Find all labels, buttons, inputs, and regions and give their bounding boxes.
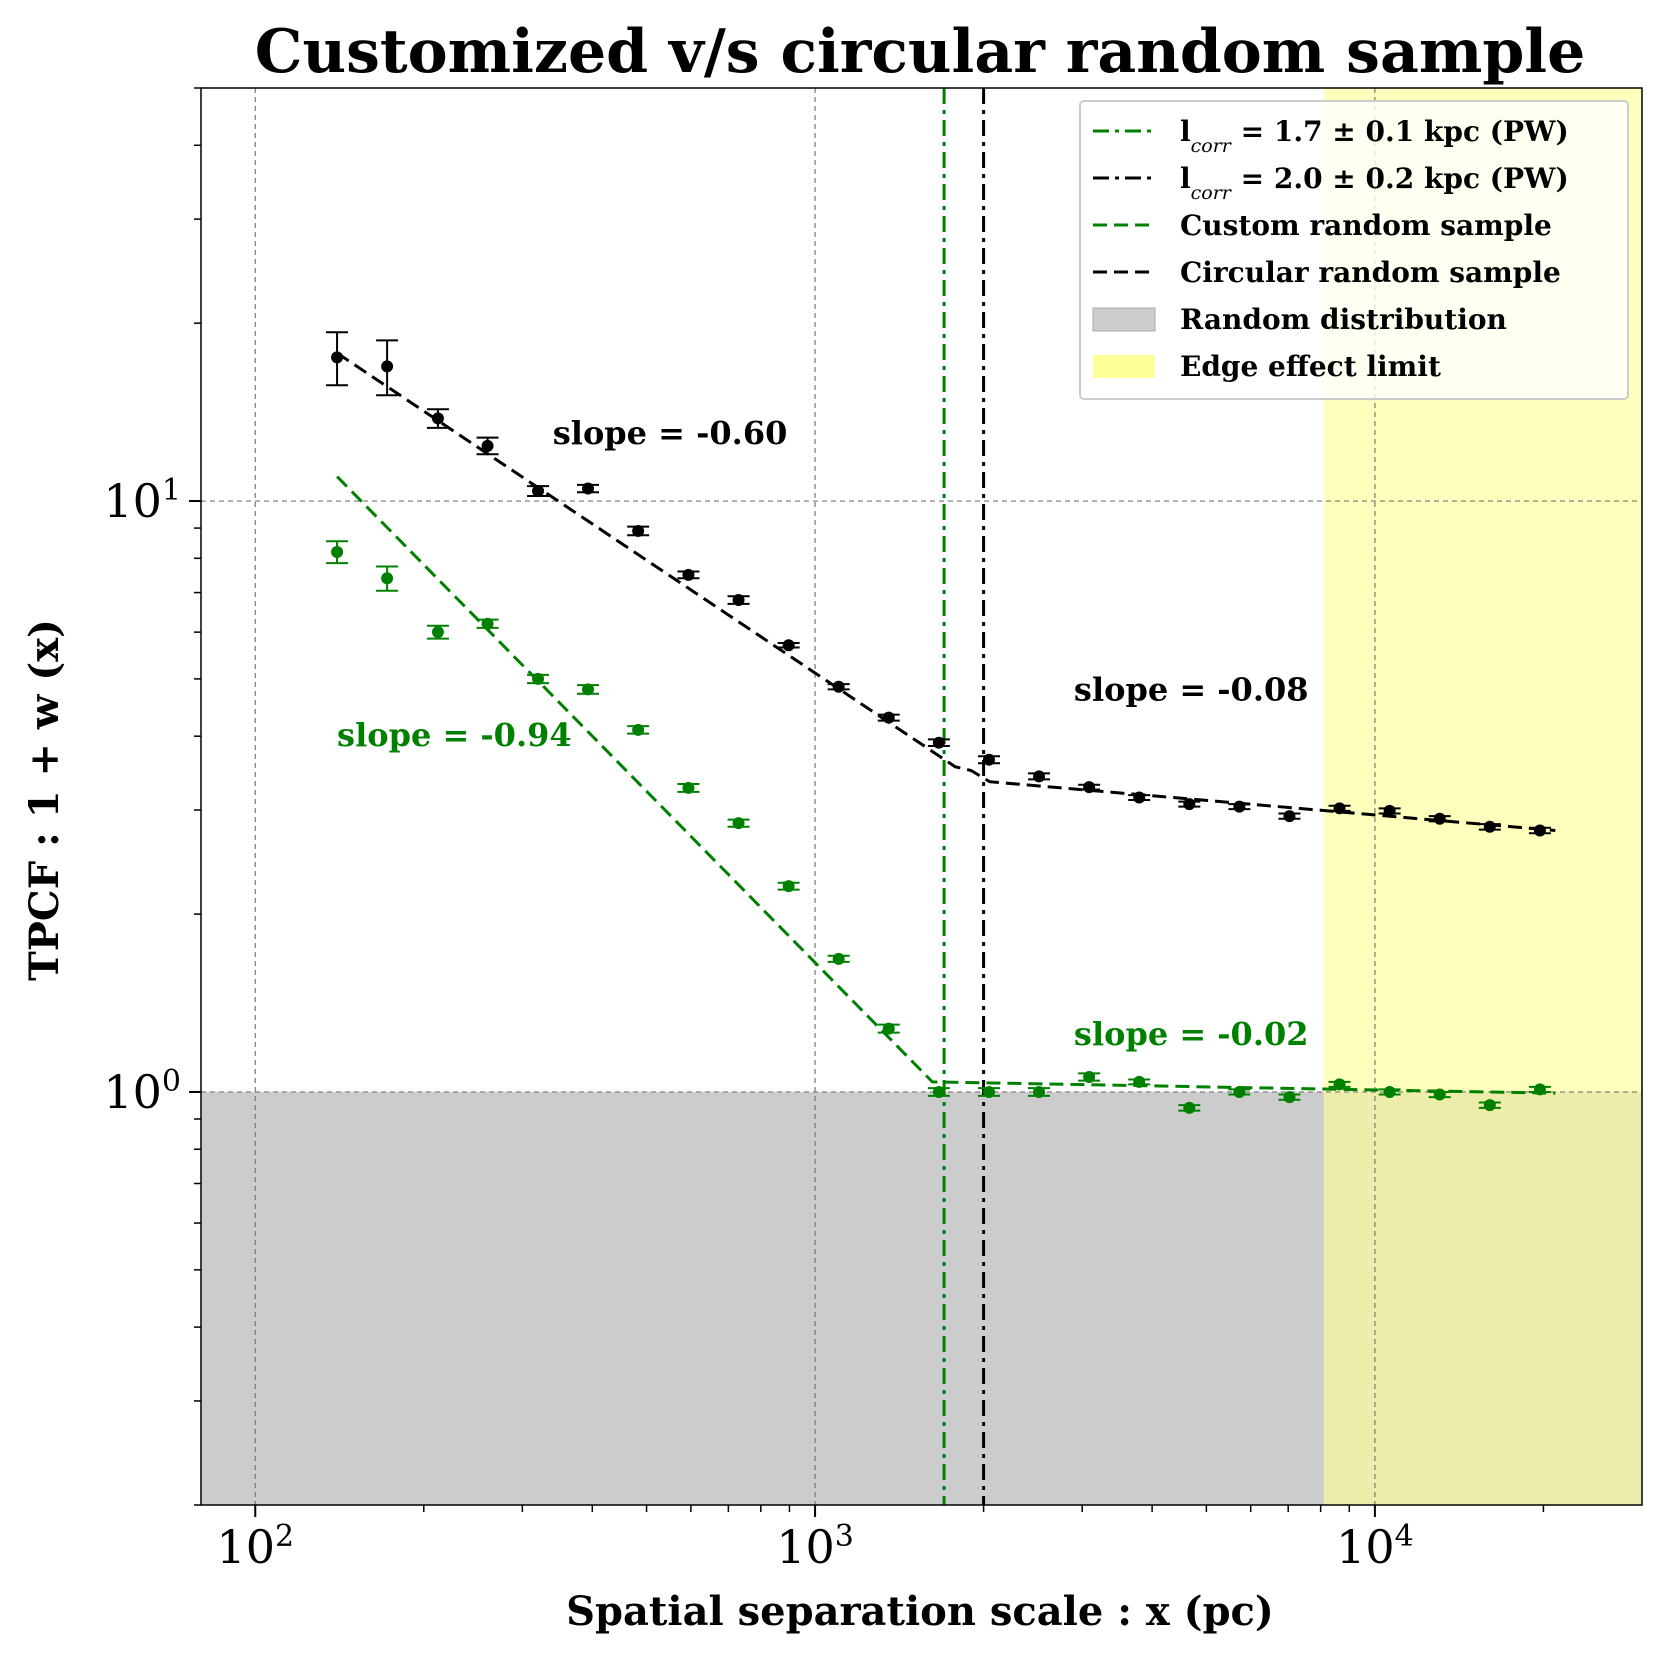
circular-data-point bbox=[1183, 798, 1196, 811]
circular-data-point bbox=[782, 639, 795, 652]
custom-data-point bbox=[732, 817, 745, 830]
custom-data-point bbox=[1133, 1075, 1146, 1088]
circular-data-point bbox=[1083, 781, 1096, 794]
plot-frame bbox=[200, 87, 1643, 1506]
custom-data-point bbox=[682, 781, 695, 794]
circular-data-point bbox=[1433, 812, 1446, 825]
legend-label: Circular random sample bbox=[1180, 256, 1561, 289]
circular-data-point bbox=[381, 360, 394, 373]
x-tick-label: 102 bbox=[216, 1519, 294, 1575]
y-tick-label: 100 bbox=[103, 1063, 181, 1119]
circular-data-point bbox=[1383, 804, 1396, 817]
circular-data-point bbox=[1333, 802, 1346, 815]
custom-data-point bbox=[1533, 1083, 1546, 1096]
custom-data-point bbox=[1033, 1085, 1046, 1098]
legend-label-rest: = 1.7 ± 0.1 kpc (PW) bbox=[1231, 115, 1569, 148]
legend-label: Random distribution bbox=[1180, 303, 1507, 336]
legend-swatch bbox=[1092, 307, 1156, 332]
y-tick-exponent: 0 bbox=[162, 1063, 181, 1098]
x-tick-label: 104 bbox=[1336, 1519, 1414, 1575]
custom-data-point bbox=[1283, 1091, 1296, 1104]
x-tick-label: 103 bbox=[776, 1519, 854, 1575]
legend-box bbox=[1079, 100, 1629, 400]
circular-data-point bbox=[632, 524, 645, 537]
custom-data-point bbox=[782, 880, 795, 893]
custom-data-point bbox=[1333, 1078, 1346, 1091]
legend-subscript: corr bbox=[1191, 135, 1233, 157]
circular-data-point bbox=[732, 594, 745, 607]
circular-data-point bbox=[1483, 820, 1496, 833]
custom-data-point bbox=[1183, 1101, 1196, 1114]
circular-data-point bbox=[882, 711, 895, 724]
circular-data-point bbox=[1133, 791, 1146, 804]
circular-data-point bbox=[481, 439, 494, 452]
circular-data-point bbox=[532, 484, 545, 497]
circular-data-point bbox=[1533, 824, 1546, 837]
legend-label-rest: = 2.0 ± 0.2 kpc (PW) bbox=[1231, 162, 1569, 195]
legend-swatch bbox=[1093, 355, 1155, 378]
circular-data-point bbox=[1033, 770, 1046, 783]
circular-data-point bbox=[331, 351, 344, 364]
legend-label: Edge effect limit bbox=[1180, 350, 1441, 383]
axes bbox=[189, 87, 1643, 1517]
slope-annotations: slope = -0.60 slope = -0.08 slope = -0.94 s… bbox=[337, 414, 1308, 1053]
custom-data-point bbox=[331, 545, 344, 558]
custom-data-point bbox=[1433, 1088, 1446, 1101]
custom-data-point bbox=[1083, 1071, 1096, 1084]
custom-data-point bbox=[1233, 1085, 1246, 1098]
circular-data-point bbox=[582, 482, 595, 495]
correlation-length-lines bbox=[942, 88, 986, 1505]
custom-data-point bbox=[582, 683, 595, 696]
custom-data-point bbox=[1383, 1085, 1396, 1098]
circular-fit-line bbox=[336, 351, 1556, 832]
circular-data-point bbox=[1283, 810, 1296, 823]
custom-slope-label: slope = -0.94 bbox=[337, 716, 572, 754]
custom-data-point bbox=[983, 1085, 996, 1098]
custom-data-point bbox=[932, 1085, 945, 1098]
custom-data-point bbox=[632, 723, 645, 736]
custom-data-point bbox=[381, 572, 394, 585]
x-tick-exponent: 4 bbox=[1395, 1519, 1414, 1554]
x-tick-exponent: 3 bbox=[835, 1519, 854, 1554]
circular-slope-label: slope = -0.08 bbox=[1074, 670, 1309, 708]
custom-data-point bbox=[1483, 1099, 1496, 1112]
data-points bbox=[326, 331, 1551, 1114]
circular-data-point bbox=[682, 568, 695, 581]
circular-data-point bbox=[431, 412, 444, 425]
legend-label: Custom random sample bbox=[1180, 209, 1552, 242]
x-tick-exponent: 2 bbox=[275, 1519, 294, 1554]
circular-data-point bbox=[983, 753, 996, 766]
legend: lcorr = 1.7 ± 0.1 kpc (PW)lcorr = 2.0 ± … bbox=[1079, 100, 1629, 400]
circular-data-point bbox=[1233, 800, 1246, 813]
y-tick-label: 101 bbox=[103, 473, 181, 529]
y-tick-exponent: 1 bbox=[162, 473, 181, 508]
grid bbox=[201, 88, 1642, 1505]
chart-title: Customized v/s circular random sample bbox=[255, 17, 1586, 87]
circular-data-point bbox=[832, 680, 845, 693]
circular-data-point bbox=[932, 736, 945, 749]
legend-subscript: corr bbox=[1191, 182, 1233, 204]
custom-data-point bbox=[832, 952, 845, 965]
custom-data-point bbox=[431, 626, 444, 639]
custom-data-point bbox=[481, 617, 494, 630]
circular-slope-label: slope = -0.60 bbox=[553, 414, 788, 452]
custom-slope-label: slope = -0.02 bbox=[1074, 1015, 1309, 1053]
x-axis-label: Spatial separation scale : x (pc) bbox=[566, 1588, 1274, 1635]
custom-data-point bbox=[532, 672, 545, 685]
y-axis-label: TPCF : 1 + w (x) bbox=[21, 619, 68, 981]
custom-data-point bbox=[882, 1022, 895, 1035]
